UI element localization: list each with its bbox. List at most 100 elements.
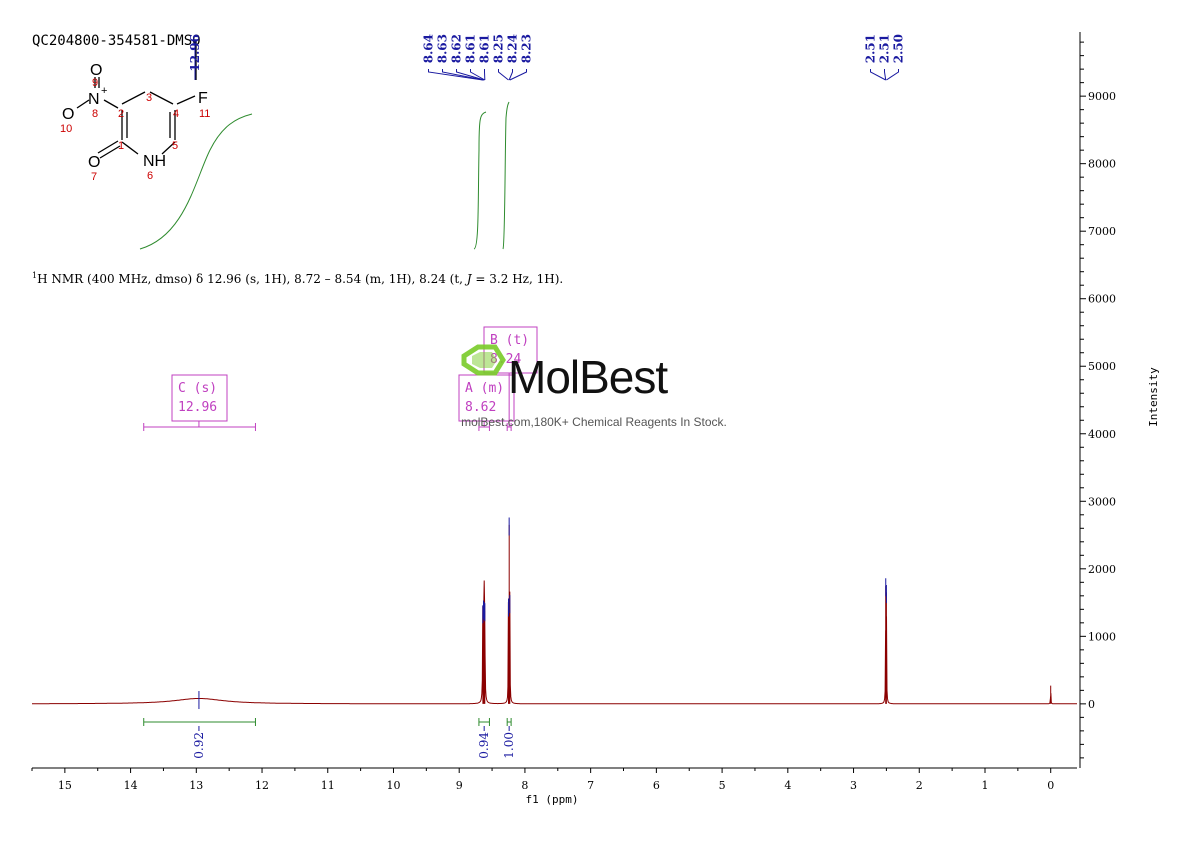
peak-shift-label: 8.64 xyxy=(422,34,436,63)
peak-leader-line xyxy=(428,69,483,81)
x-tick-label: 0 xyxy=(1047,779,1054,792)
y-tick-label: 5000 xyxy=(1088,360,1116,373)
watermark-brand: MolBest xyxy=(508,351,668,403)
nmr-summary-sup: 1 xyxy=(32,271,37,280)
peak-shift-label: 2.51 xyxy=(878,34,892,63)
multiplet-box xyxy=(458,374,515,422)
y-tick-label: 9000 xyxy=(1088,90,1116,103)
x-tick-label: 9 xyxy=(456,779,463,792)
molbest-logo-icon xyxy=(461,344,506,376)
chemical-structure: O N + O F O NH 9 8 3 2 4 11 10 1 5 7 6 xyxy=(60,40,210,183)
integral-value: 1.00 xyxy=(502,732,516,759)
atom-number: 8 xyxy=(92,108,98,120)
integral-curve xyxy=(139,113,253,250)
peak-leader-line xyxy=(442,69,484,81)
peak-leader-line xyxy=(470,69,486,81)
peak-shift-label: 8.25 xyxy=(492,34,506,63)
peak-leader-line xyxy=(456,69,485,81)
multiplet-shift: 8.62 xyxy=(465,400,496,415)
atom-number: 6 xyxy=(147,170,153,182)
integral-curve xyxy=(473,111,487,250)
atom-o-10: O xyxy=(62,106,74,123)
peak-leader-line xyxy=(884,69,887,81)
x-tick-label: 1 xyxy=(981,779,988,792)
x-axis-label: f1 (ppm) xyxy=(526,793,579,806)
integral-curve xyxy=(502,101,510,250)
x-tick-label: 3 xyxy=(850,779,857,792)
atom-number: 9 xyxy=(92,77,98,89)
y-tick-label: 3000 xyxy=(1088,495,1116,508)
atom-nh-6: NH xyxy=(143,153,166,170)
nmr-summary-prefix: H NMR (400 MHz, dmso) δ 12.96 (s, 1H), 8… xyxy=(37,272,467,286)
peak-shift-label: 8.62 xyxy=(450,34,464,63)
atom-charge: + xyxy=(101,85,107,97)
y-tick-label: 7000 xyxy=(1088,225,1116,238)
atom-o-7: O xyxy=(88,154,100,171)
y-tick-label: 1000 xyxy=(1088,630,1116,643)
multiplet-label: B (t) xyxy=(490,333,529,348)
multiplet-box xyxy=(171,374,228,422)
molbest-watermark: MolBest molBest.com,180K+ Chemical Reage… xyxy=(461,344,727,429)
peak-leader-line xyxy=(886,69,899,81)
multiplet-boxes: C (s)12.96A (m)8.62B (t)8.24 xyxy=(143,326,538,431)
x-tick-label: 13 xyxy=(189,779,203,792)
nmr-summary-j: J xyxy=(464,272,473,286)
integral-brackets: 0.92 0.94 1.00 xyxy=(143,718,516,759)
y-tick-label: 8000 xyxy=(1088,158,1116,171)
x-tick-label: 11 xyxy=(321,779,335,792)
x-tick-label: 4 xyxy=(784,779,791,792)
peak-shift-label: 8.61 xyxy=(464,34,478,63)
atom-number: 3 xyxy=(146,92,152,104)
x-axis-ticks: 15 14 13 12 11 10 9 8 7 6 5 4 3 2 1 0 xyxy=(31,768,1054,792)
x-tick-label: 2 xyxy=(916,779,923,792)
atom-number: 10 xyxy=(60,123,72,135)
atom-number: 11 xyxy=(199,108,210,120)
y-axis-ticks: 9000 8000 7000 6000 5000 4000 3000 2000 1000 0 xyxy=(1080,41,1116,759)
integral-curves xyxy=(139,101,510,250)
x-tick-label: 15 xyxy=(58,779,72,792)
atom-f-11: F xyxy=(198,90,208,107)
y-tick-label: 4000 xyxy=(1088,428,1116,441)
peak-labels: 12.96 8.64 8.63 8.62 8.61 8.61 8.25 8.24 8.23 2.5… xyxy=(188,34,906,81)
atom-o-9: O xyxy=(90,62,102,79)
multiplet-label: A (m) xyxy=(465,381,504,396)
x-tick-label: 10 xyxy=(386,779,400,792)
watermark-tagline: molBest.com,180K+ Chemical Reagents In S… xyxy=(461,415,727,429)
atom-number: 2 xyxy=(118,108,124,120)
atom-number: 4 xyxy=(173,108,179,120)
x-tick-label: 7 xyxy=(587,779,594,792)
x-tick-label: 6 xyxy=(653,779,660,792)
multiplet-shift: 12.96 xyxy=(178,400,217,415)
peak-shift-label: 2.50 xyxy=(892,34,906,63)
peak-shift-label: 8.63 xyxy=(436,34,450,63)
multiplet-label: C (s) xyxy=(178,381,217,396)
integral-value: 0.94 xyxy=(477,732,491,759)
spectrum-line xyxy=(32,524,1077,705)
peak-leader-line xyxy=(509,69,527,81)
peak-shift-label: 2.51 xyxy=(864,34,878,63)
peak-leader-line xyxy=(508,69,513,81)
x-tick-label: 5 xyxy=(719,779,726,792)
atom-number: 1 xyxy=(118,140,124,152)
peak-markers xyxy=(198,517,887,710)
peak-shift-label: 8.23 xyxy=(520,34,534,63)
y-axis-label: Intensity xyxy=(1147,367,1160,427)
peak-leader-line xyxy=(498,69,509,81)
y-tick-label: 2000 xyxy=(1088,563,1116,576)
y-tick-label: 0 xyxy=(1088,698,1095,711)
nmr-summary-suffix: = 3.2 Hz, 1H). xyxy=(472,272,564,286)
x-tick-label: 14 xyxy=(124,779,138,792)
peak-shift-label: 8.61 xyxy=(478,34,492,63)
integral-value: 0.92 xyxy=(192,732,206,759)
nmr-summary: 1H NMR (400 MHz, dmso) δ 12.96 (s, 1H), … xyxy=(32,271,563,286)
peak-leader-line xyxy=(870,69,886,81)
y-tick-label: 6000 xyxy=(1088,293,1116,306)
x-tick-label: 8 xyxy=(521,779,528,792)
multiplet-box xyxy=(483,326,538,374)
x-tick-label: 12 xyxy=(255,779,269,792)
atom-number: 7 xyxy=(91,171,97,183)
atom-number: 5 xyxy=(172,140,178,152)
sample-id: QC204800-354581-DMSO xyxy=(32,33,201,49)
peak-shift-label: 8.24 xyxy=(506,34,520,63)
